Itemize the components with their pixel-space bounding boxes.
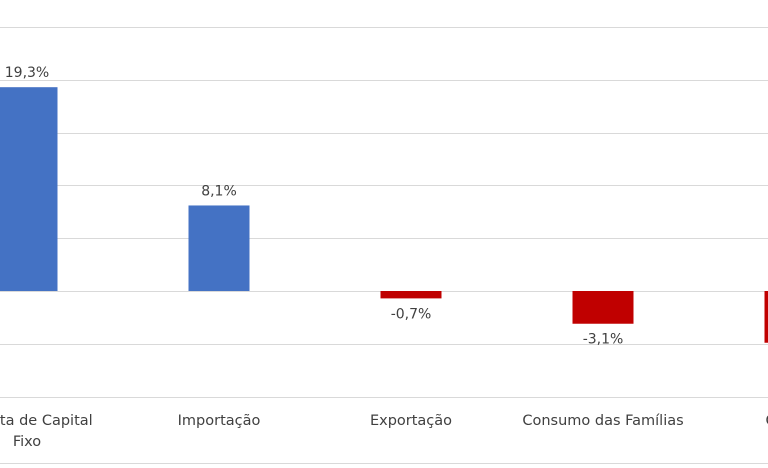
category-label: Consum bbox=[765, 413, 768, 429]
data-label: -0,7% bbox=[391, 306, 432, 322]
bar-4 bbox=[572, 291, 634, 324]
data-label: 19,3% bbox=[5, 65, 49, 81]
bar-5 bbox=[764, 291, 768, 343]
bar-1 bbox=[0, 87, 58, 291]
category-label: Exportação bbox=[370, 413, 452, 429]
category-label: o Bruta de Capital bbox=[0, 413, 93, 429]
bar-3 bbox=[380, 291, 442, 299]
category-label: Importação bbox=[178, 413, 261, 429]
category-label: Consumo das Famílias bbox=[522, 413, 683, 429]
bar-2 bbox=[188, 205, 250, 291]
data-label: -3,1% bbox=[583, 332, 624, 348]
data-label: 8,1% bbox=[201, 183, 237, 199]
category-label: Fixo bbox=[13, 434, 41, 450]
